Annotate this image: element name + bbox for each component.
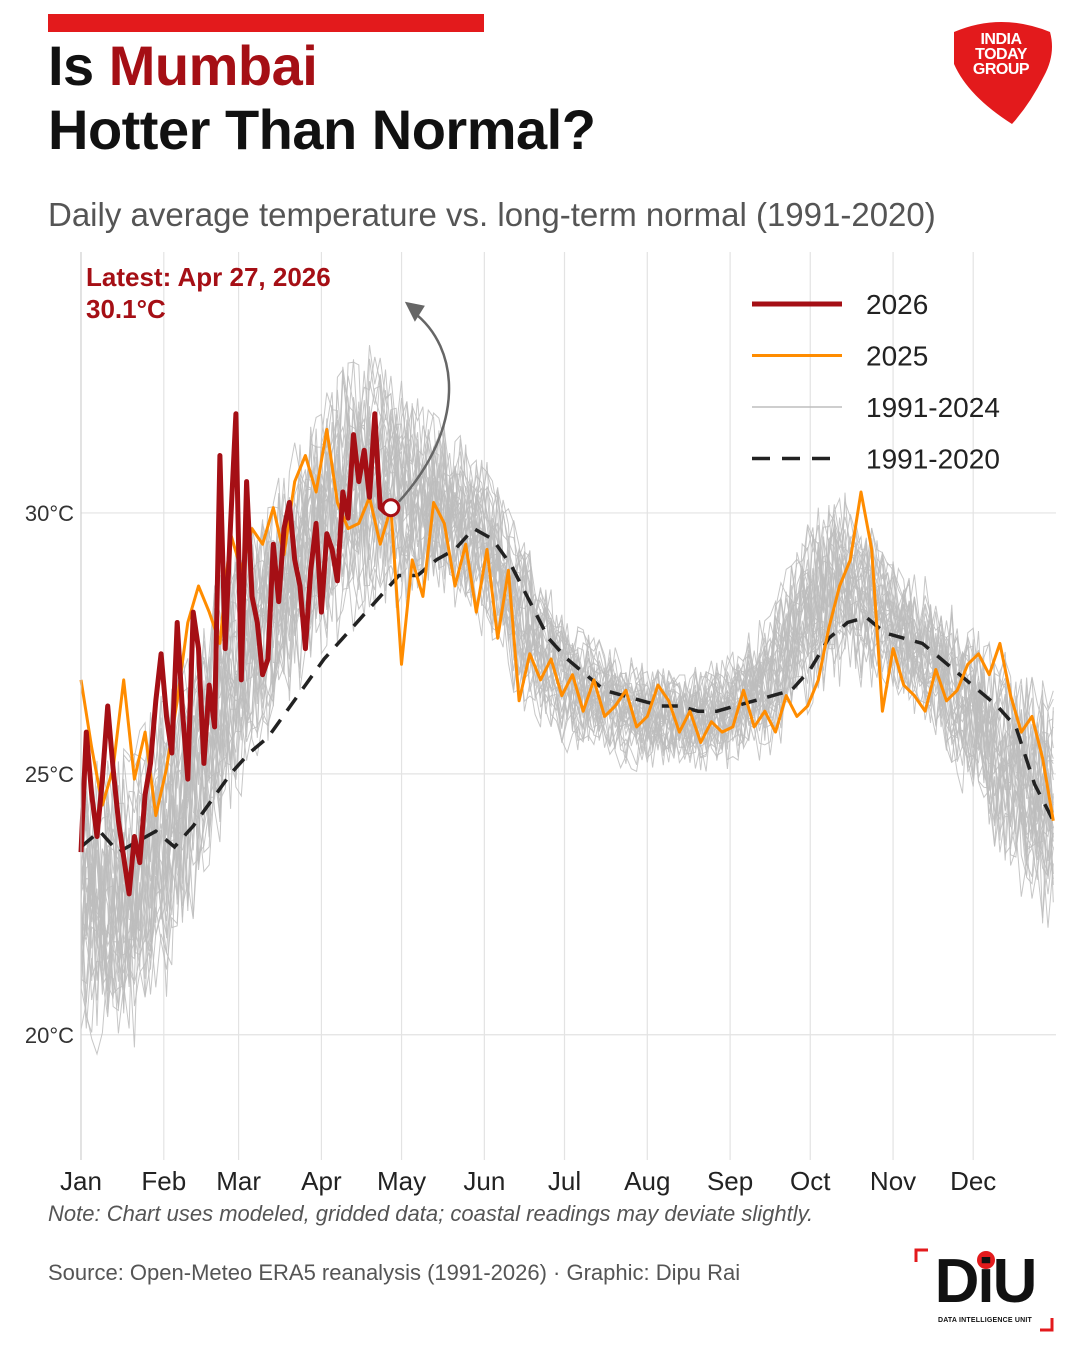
series-2026-line [78,411,393,897]
accent-bar [48,14,484,32]
x-tick-label-feb: Feb [141,1166,186,1196]
latest-annotation: Latest: Apr 27, 2026 30.1°C [86,262,451,518]
historical-line-28 [80,441,1054,1007]
historical-line-27 [80,409,1054,995]
x-tick-label-sep: Sep [707,1166,753,1196]
title-prefix: Is [48,34,109,97]
india-today-group-logo [954,22,1052,124]
chart-legend: 2026 2025 1991-2024 1991-2020 [752,289,1000,475]
chart-axes: Jan Feb Mar Apr May Jun Jul Aug Sep Oct Nov Dec 20°C… [25,252,996,1196]
chart-source: Source: Open-Meteo ERA5 reanalysis (1991… [48,1260,741,1285]
temperature-chart: Jan Feb Mar Apr May Jun Jul Aug Sep Oct Nov Dec 20°C… [25,252,1056,1196]
x-tick-label-may: May [377,1166,426,1196]
y-tick-label-30: 30°C [25,501,74,526]
x-tick-label-oct: Oct [790,1166,831,1196]
latest-point-marker [381,498,401,518]
legend-label-1991-2020: 1991-2020 [866,444,1000,475]
chart-note: Note: Chart uses modeled, gridded data; … [48,1201,814,1226]
india-today-group-logo-text: INDIA TODAY GROUP [972,31,1030,78]
x-tick-label-jan: Jan [60,1166,102,1196]
x-tick-label-jun: Jun [463,1166,505,1196]
x-tick-label-aug: Aug [624,1166,670,1196]
legend-label-2026: 2026 [866,289,928,320]
y-tick-label-25: 25°C [25,762,74,787]
x-tick-label-dec: Dec [950,1166,996,1196]
legend-label-2025: 2025 [866,341,928,372]
legend-label-1991-2024: 1991-2024 [866,392,1000,423]
y-tick-label-20: 20°C [25,1023,74,1048]
x-tick-label-jul: Jul [548,1166,581,1196]
chart-subtitle: Daily average temperature vs. long-term … [48,196,936,233]
title-city: Mumbai [108,34,318,97]
diu-logo-subtitle: DATA INTELLIGENCE UNIT [937,1317,1033,1324]
title-line2: Hotter Than Normal? [48,98,596,161]
series-layer [78,411,1055,897]
annotation-arrow [397,310,451,503]
x-tick-label-apr: Apr [301,1166,342,1196]
diu-logo: DiU [934,1247,1038,1316]
annotation-date: Latest: Apr 27, 2026 [86,262,331,292]
x-tick-label-mar: Mar [216,1166,261,1196]
series-1991-2020-line [79,526,1055,855]
x-tick-label-nov: Nov [870,1166,916,1196]
page-title: Is Mumbai Hotter Than Normal? [48,34,596,162]
annotation-arrowhead [404,301,425,322]
diu-logo-frame [914,1248,1054,1332]
annotation-value: 30.1°C [86,294,166,324]
